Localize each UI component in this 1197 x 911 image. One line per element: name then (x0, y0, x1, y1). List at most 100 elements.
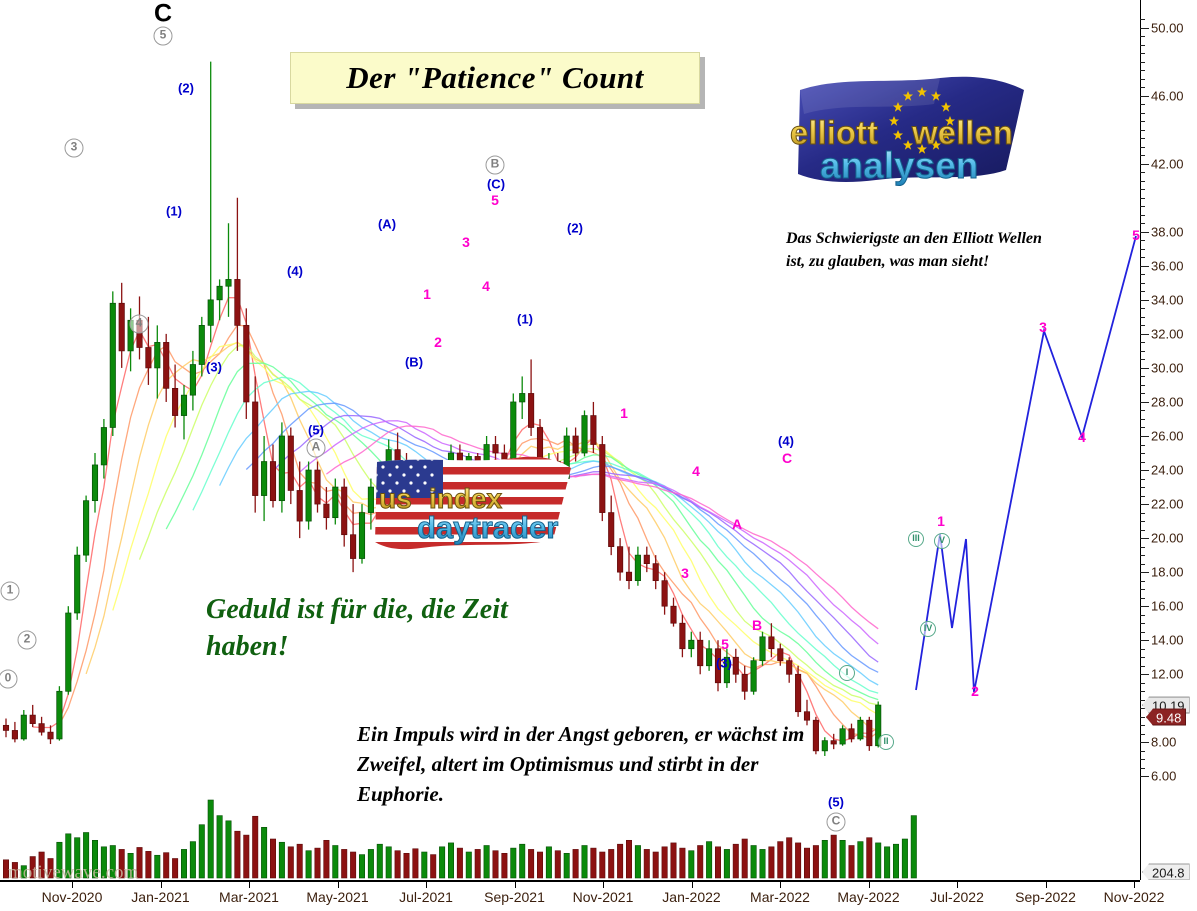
price-axis-tick (1140, 350, 1145, 352)
price-axis-tick-major (1140, 470, 1149, 472)
price-axis-tick (1140, 487, 1145, 489)
volume-bar (243, 834, 250, 879)
volume-bar (136, 847, 143, 879)
price-axis-tick-major (1140, 640, 1149, 642)
price-axis-tick (1140, 376, 1145, 378)
volume-bar (341, 849, 348, 879)
candle-body (109, 302, 116, 428)
candle-body (38, 723, 45, 733)
candle-body (875, 704, 882, 747)
annotation-elliott-wellen: Das Schwierigste an den Elliott Wellen i… (786, 230, 1042, 270)
candle-body (29, 714, 36, 724)
price-axis-tick-major (1140, 333, 1149, 335)
price-axis-tick (1140, 665, 1145, 667)
price-axis-tick (1140, 623, 1145, 625)
candle-body (91, 464, 99, 502)
date-axis-label: Sep-2021 (484, 889, 545, 905)
candle-body (216, 285, 223, 301)
candle-body (323, 503, 330, 519)
volume-bar (599, 851, 606, 879)
candle-body (625, 571, 633, 582)
price-axis-tick (1140, 767, 1145, 769)
volume-bar (643, 849, 650, 879)
candle-body (670, 605, 677, 624)
candle-body (759, 636, 766, 662)
price-axis-label: 36.00 (1151, 258, 1184, 274)
candle-body (706, 648, 713, 667)
date-axis[interactable]: Nov-2020 Jan-2021 Mar-2021 May-2021 Jul-2021… (0, 880, 1197, 911)
volume-bar (92, 839, 99, 879)
price-axis-tick-major (1140, 231, 1149, 233)
volume-bar (803, 847, 810, 879)
price-axis-label: 30.00 (1151, 360, 1184, 376)
price-axis-tick-major (1140, 299, 1149, 301)
price-axis-tick (1140, 733, 1145, 735)
price-axis-tick (1140, 257, 1145, 259)
candle-body (350, 534, 357, 559)
price-axis-tick-major (1140, 776, 1149, 778)
candle-body (261, 461, 268, 496)
price-axis-tick (1140, 444, 1145, 446)
price-axis[interactable]: 50.00 46.00 42.00 38.00 36.00 34.00 32.00 30.00… (1140, 0, 1197, 881)
price-axis-tick (1140, 104, 1145, 106)
date-axis-label: Nov-2022 (1103, 889, 1165, 905)
candle-body (145, 347, 152, 369)
candle-body (795, 673, 802, 713)
volume-bar (501, 852, 508, 879)
volume-bar (492, 850, 499, 879)
price-axis-label: 38.00 (1151, 224, 1184, 240)
price-axis-tick-major (1140, 401, 1149, 403)
volume-bar (421, 851, 428, 879)
volume-bar (278, 841, 285, 879)
volume-bar (483, 845, 490, 879)
price-axis-label: 26.00 (1151, 428, 1184, 444)
price-axis-tick (1140, 240, 1145, 242)
candle-body (163, 342, 170, 389)
price-axis-tick-major (1140, 163, 1149, 165)
price-axis-tick-major (1140, 367, 1149, 369)
candle-body (768, 636, 775, 650)
date-axis-label: Mar-2022 (750, 889, 810, 905)
volume-bar (590, 847, 597, 879)
price-axis-tick (1140, 750, 1145, 752)
volume-bar (510, 847, 517, 879)
volume-bar (412, 848, 419, 879)
price-axis-tick (1140, 461, 1145, 463)
candle-body (714, 648, 722, 684)
volume-bar (252, 815, 259, 879)
candle-body (172, 387, 179, 416)
price-axis-label: 50.00 (1151, 20, 1184, 36)
price-axis-label: 20.00 (1151, 530, 1184, 546)
volume-bar (314, 847, 321, 879)
volume-bar (394, 850, 401, 879)
volume-bar (732, 843, 739, 879)
candle-body (830, 740, 837, 745)
volume-bar (830, 834, 837, 879)
volume-bar (154, 854, 161, 879)
usid-logo-text-index: index (429, 483, 503, 514)
price-axis-tick (1140, 274, 1145, 276)
price-axis-tick (1140, 291, 1145, 293)
volume-bar (376, 843, 383, 879)
price-axis-tick (1140, 529, 1145, 531)
volume-bar (697, 845, 704, 879)
candle-body (341, 486, 348, 536)
candle-body (866, 719, 873, 747)
price-axis-tick-major (1140, 606, 1149, 608)
candle-body (74, 554, 81, 614)
price-axis-tick (1140, 189, 1145, 191)
price-axis-tick (1140, 180, 1145, 182)
volume-bar (385, 846, 392, 879)
candle-body (154, 342, 161, 369)
candle-body (750, 660, 757, 692)
volume-bar (474, 849, 481, 879)
price-axis-tick (1140, 563, 1145, 565)
annotation-geduld: Geduld ist für die, die Zeit haben! (206, 594, 508, 662)
candle-body (777, 648, 784, 662)
price-axis-tick (1140, 129, 1145, 131)
candle-body (207, 299, 214, 326)
candle-body (198, 325, 205, 365)
date-axis-label: Sep-2022 (1015, 889, 1076, 905)
price-axis-tick-major (1140, 674, 1149, 676)
date-axis-tick (72, 880, 73, 888)
